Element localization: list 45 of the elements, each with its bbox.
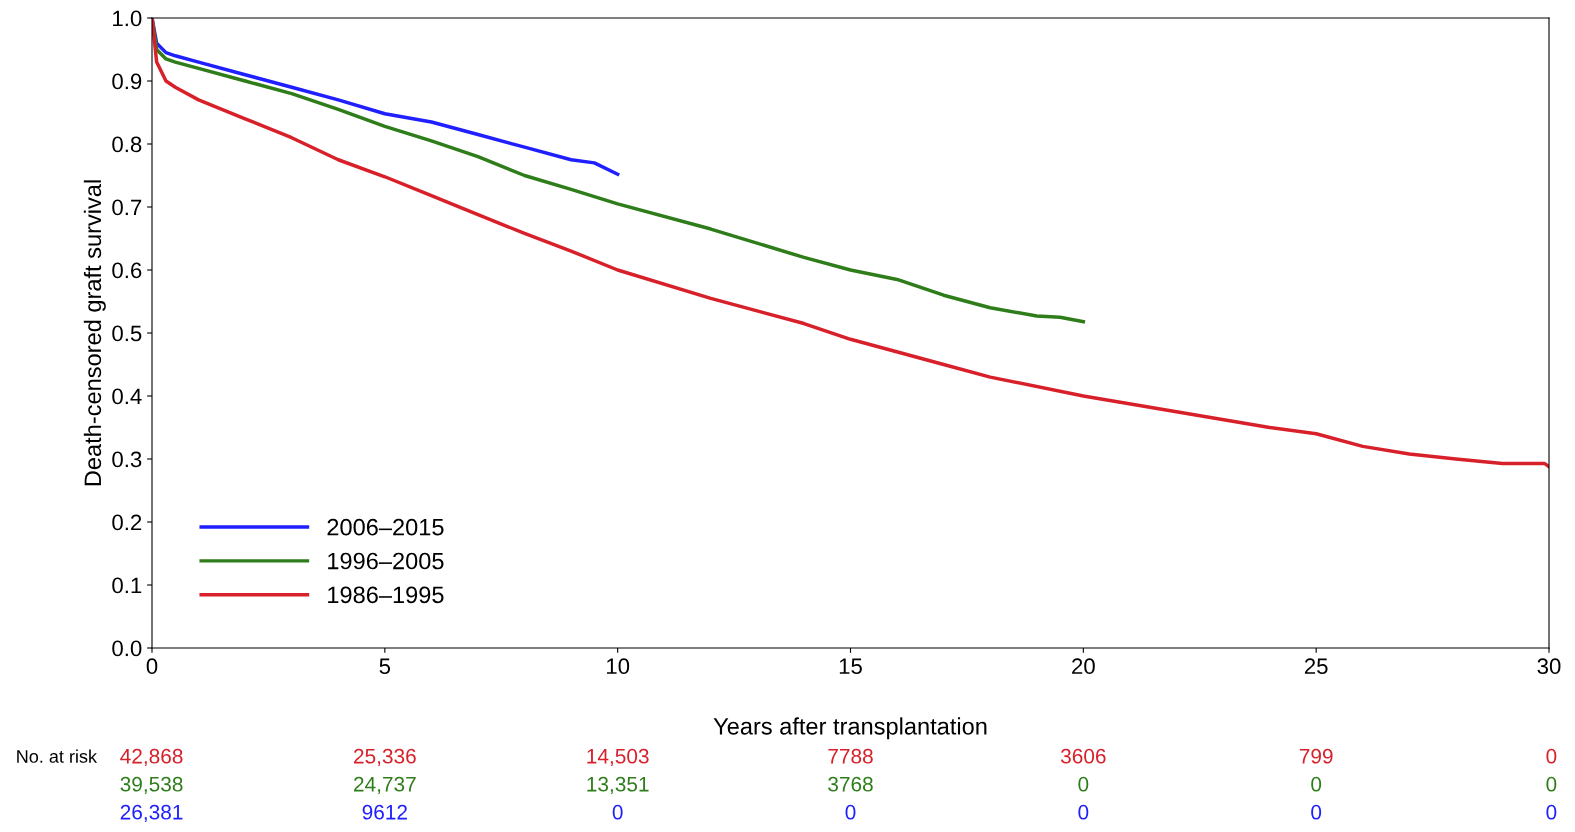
y-tick-label: 0.0 [112,640,142,657]
text: 9612 [362,804,407,820]
x-tick-label: 5 [379,658,391,675]
y-tick-label: 0.8 [112,136,142,153]
x-tick-label: 10 [607,658,630,675]
text: 7788 [828,748,873,764]
y-tick-label: 0.5 [112,325,142,342]
text: 0 [1546,748,1557,764]
x-axis-title: Years after transplantation [713,717,987,740]
legend-label: 1986–1995 [328,586,444,604]
text: 0 [1311,776,1322,792]
text: 0 [1078,776,1089,792]
text: 26,381 [120,804,183,823]
x-tick-label: 0 [146,658,158,675]
y-tick-label: 0.7 [112,199,142,216]
text: 24,737 [354,776,416,795]
text: 14,503 [587,748,649,767]
text: 0 [1546,804,1557,820]
text: 39,538 [120,776,183,795]
y-axis-title: Death-censored graft survival [83,180,106,486]
y-tick-label: 0.2 [112,514,142,531]
text: 0 [612,804,623,820]
text: 3606 [1060,748,1106,764]
text: 0 [1546,776,1557,792]
text: No. at risk [17,749,98,763]
text: 3768 [828,776,873,792]
text: 0 [1311,804,1322,820]
x-tick-label: 30 [1537,658,1561,675]
x-tick-label: 25 [1304,658,1328,675]
y-tick-label: 0.6 [112,262,142,279]
text: 0 [845,804,856,820]
text: 25,336 [354,748,416,767]
text: 799 [1299,748,1333,764]
text: 42,868 [120,748,183,767]
legend-label: 2006–2015 [327,518,444,536]
x-tick-label: 20 [1072,658,1095,675]
text: 13,351 [587,776,649,795]
legend-label: 1996–2005 [328,552,444,570]
y-tick-label: 0.3 [112,451,142,468]
y-tick-label: 0.4 [112,388,142,405]
y-tick-label: 0.1 [112,577,142,594]
x-tick-label: 15 [839,658,862,675]
y-tick-label: 0.9 [112,73,142,90]
text: 0 [1078,804,1089,820]
y-tick-label: 1.0 [113,10,142,27]
